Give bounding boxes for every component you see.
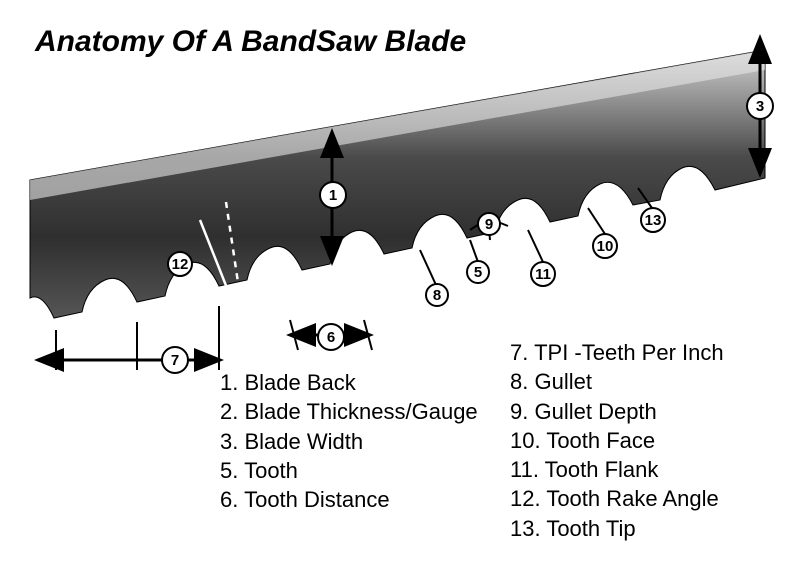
badge-3: 3 xyxy=(746,92,774,120)
legend-item: 6. Tooth Distance xyxy=(220,485,478,514)
badge-10: 10 xyxy=(592,233,618,259)
legend-item: 11. Tooth Flank xyxy=(510,455,724,484)
blade-body xyxy=(30,50,765,318)
badge-9: 9 xyxy=(477,212,501,236)
legend-item: 1. Blade Back xyxy=(220,368,478,397)
diagram-canvas: Anatomy Of A BandSaw Blade xyxy=(0,0,800,569)
pointer-5 xyxy=(470,240,478,262)
legend-item: 10. Tooth Face xyxy=(510,426,724,455)
badge-7: 7 xyxy=(161,346,189,374)
legend-item: 8. Gullet xyxy=(510,367,724,396)
badge-13: 13 xyxy=(640,207,666,233)
legend-item: 5. Tooth xyxy=(220,456,478,485)
legend-item: 7. TPI -Teeth Per Inch xyxy=(510,338,724,367)
legend-left: 1. Blade Back 2. Blade Thickness/Gauge 3… xyxy=(220,368,478,514)
badge-1: 1 xyxy=(319,181,347,209)
legend-item: 12. Tooth Rake Angle xyxy=(510,484,724,513)
pointer-10 xyxy=(588,208,605,234)
pointer-8 xyxy=(420,250,436,285)
legend-item: 2. Blade Thickness/Gauge xyxy=(220,397,478,426)
badge-5: 5 xyxy=(466,260,490,284)
legend-item: 3. Blade Width xyxy=(220,427,478,456)
badge-11: 11 xyxy=(530,261,556,287)
badge-12: 12 xyxy=(167,251,193,277)
legend-item: 13. Tooth Tip xyxy=(510,514,724,543)
badge-8: 8 xyxy=(425,283,449,307)
badge-6: 6 xyxy=(317,323,345,351)
legend-right: 7. TPI -Teeth Per Inch 8. Gullet 9. Gull… xyxy=(510,338,724,543)
pointer-11 xyxy=(528,230,543,262)
legend-item: 9. Gullet Depth xyxy=(510,397,724,426)
